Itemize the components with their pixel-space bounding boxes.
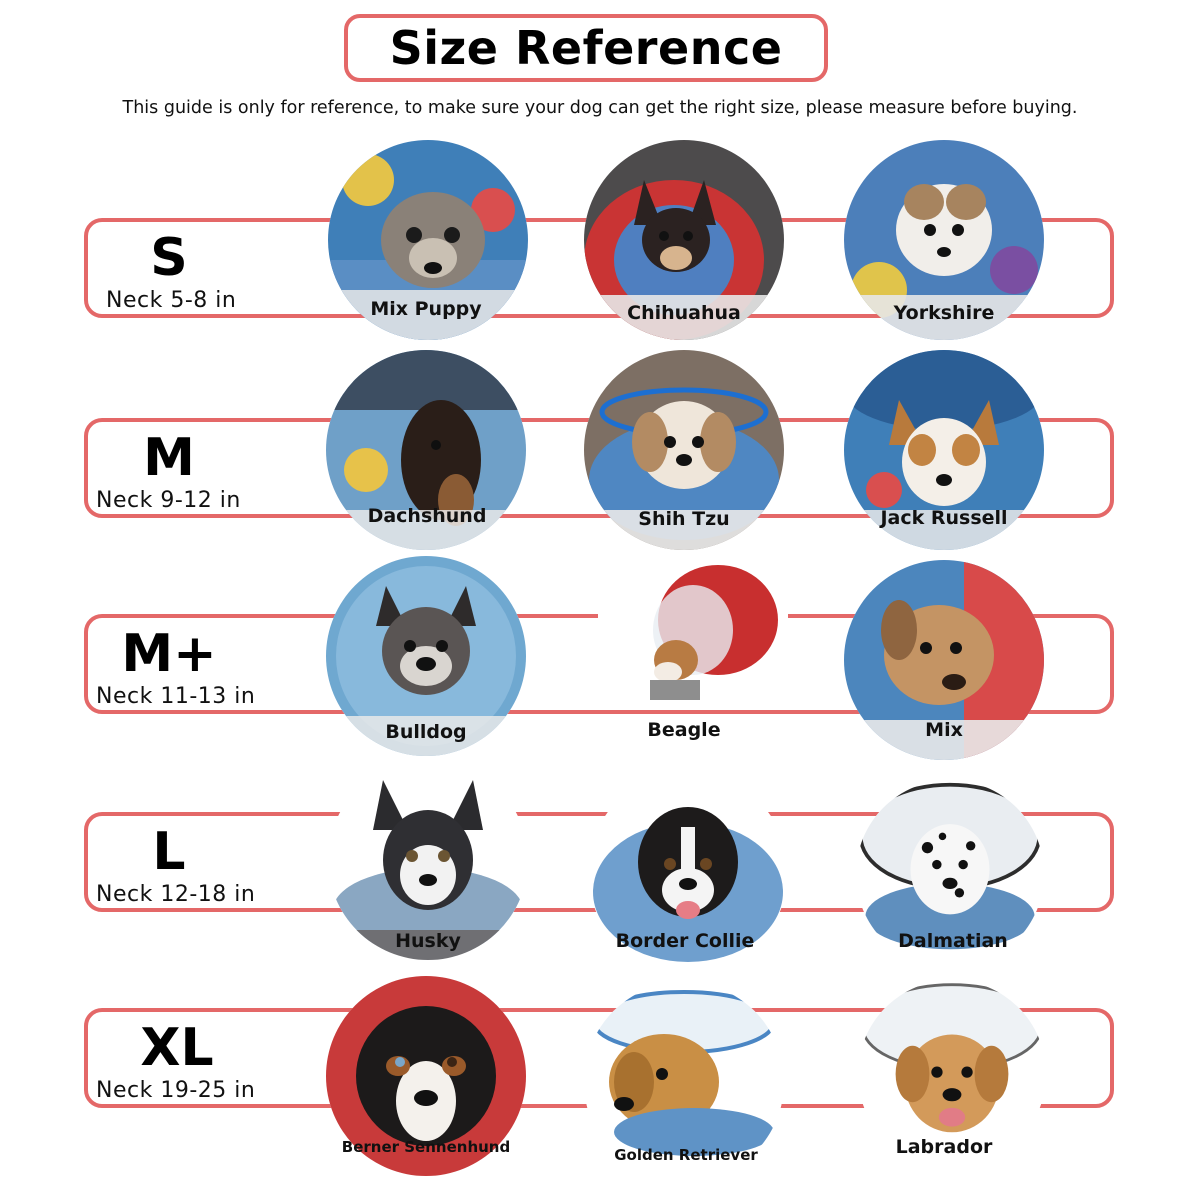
size-label: L bbox=[152, 822, 186, 882]
breed-label: Berner Sennenhund bbox=[341, 1138, 511, 1156]
breed-label: Beagle bbox=[647, 719, 721, 741]
breed-label: Border Collie bbox=[615, 930, 755, 952]
size-label: M bbox=[143, 428, 195, 488]
page-subtitle: This guide is only for reference, to mak… bbox=[122, 98, 1078, 118]
dog-photo-border-collie bbox=[588, 772, 788, 972]
breed-label: Golden Retriever bbox=[614, 1146, 758, 1164]
neck-range: Neck 12-18 in bbox=[96, 882, 256, 907]
dog-photo-chihuahua bbox=[584, 140, 784, 340]
size-label: S bbox=[150, 228, 188, 288]
dog-photo bbox=[326, 350, 526, 550]
dog-photo bbox=[856, 780, 1044, 968]
breed-label: Dachshund bbox=[367, 505, 487, 527]
breed-label: Husky bbox=[395, 930, 461, 952]
size-label: M+ bbox=[121, 624, 217, 684]
breed-label: Bulldog bbox=[385, 721, 467, 743]
dog-photo-labrador bbox=[858, 980, 1046, 1168]
dog-photo bbox=[584, 140, 784, 340]
dog-photo bbox=[584, 350, 784, 550]
dog-photo bbox=[584, 982, 784, 1182]
dog-photo-berner-sennenhund bbox=[326, 976, 526, 1176]
dog-photo-beagle bbox=[598, 560, 788, 710]
dog-photo bbox=[858, 980, 1046, 1168]
breed-label: Shih Tzu bbox=[638, 508, 730, 530]
breed-label: Mix Puppy bbox=[370, 298, 482, 320]
title-box: Size Reference bbox=[344, 14, 828, 82]
breed-label: Dalmatian bbox=[898, 930, 1008, 952]
dog-photo bbox=[328, 760, 528, 960]
breed-label: Yorkshire bbox=[893, 302, 995, 324]
dog-photo-bulldog bbox=[326, 556, 526, 756]
dog-photo bbox=[844, 560, 1044, 760]
neck-range: Neck 9-12 in bbox=[96, 488, 241, 513]
page-title: Size Reference bbox=[389, 21, 783, 75]
dog-photo-husky bbox=[328, 760, 528, 960]
neck-range: Neck 19-25 in bbox=[96, 1078, 256, 1103]
dog-photo-mix bbox=[844, 560, 1044, 760]
dog-photo-dalmatian bbox=[856, 780, 1044, 968]
breed-label: Mix bbox=[925, 719, 963, 741]
neck-range: Neck 11-13 in bbox=[96, 684, 256, 709]
breed-label: Labrador bbox=[895, 1136, 993, 1158]
dog-photo bbox=[326, 976, 526, 1176]
dog-photo-dachshund bbox=[326, 350, 526, 550]
neck-range: Neck 5-8 in bbox=[106, 288, 237, 313]
breed-label: Chihuahua bbox=[627, 302, 741, 324]
size-label: XL bbox=[140, 1018, 214, 1078]
dog-photo-golden-retriever bbox=[584, 982, 784, 1182]
dog-photo bbox=[598, 560, 788, 710]
dog-photo-shih-tzu bbox=[584, 350, 784, 550]
dog-photo bbox=[588, 772, 788, 972]
breed-label: Jack Russell bbox=[880, 507, 1008, 529]
